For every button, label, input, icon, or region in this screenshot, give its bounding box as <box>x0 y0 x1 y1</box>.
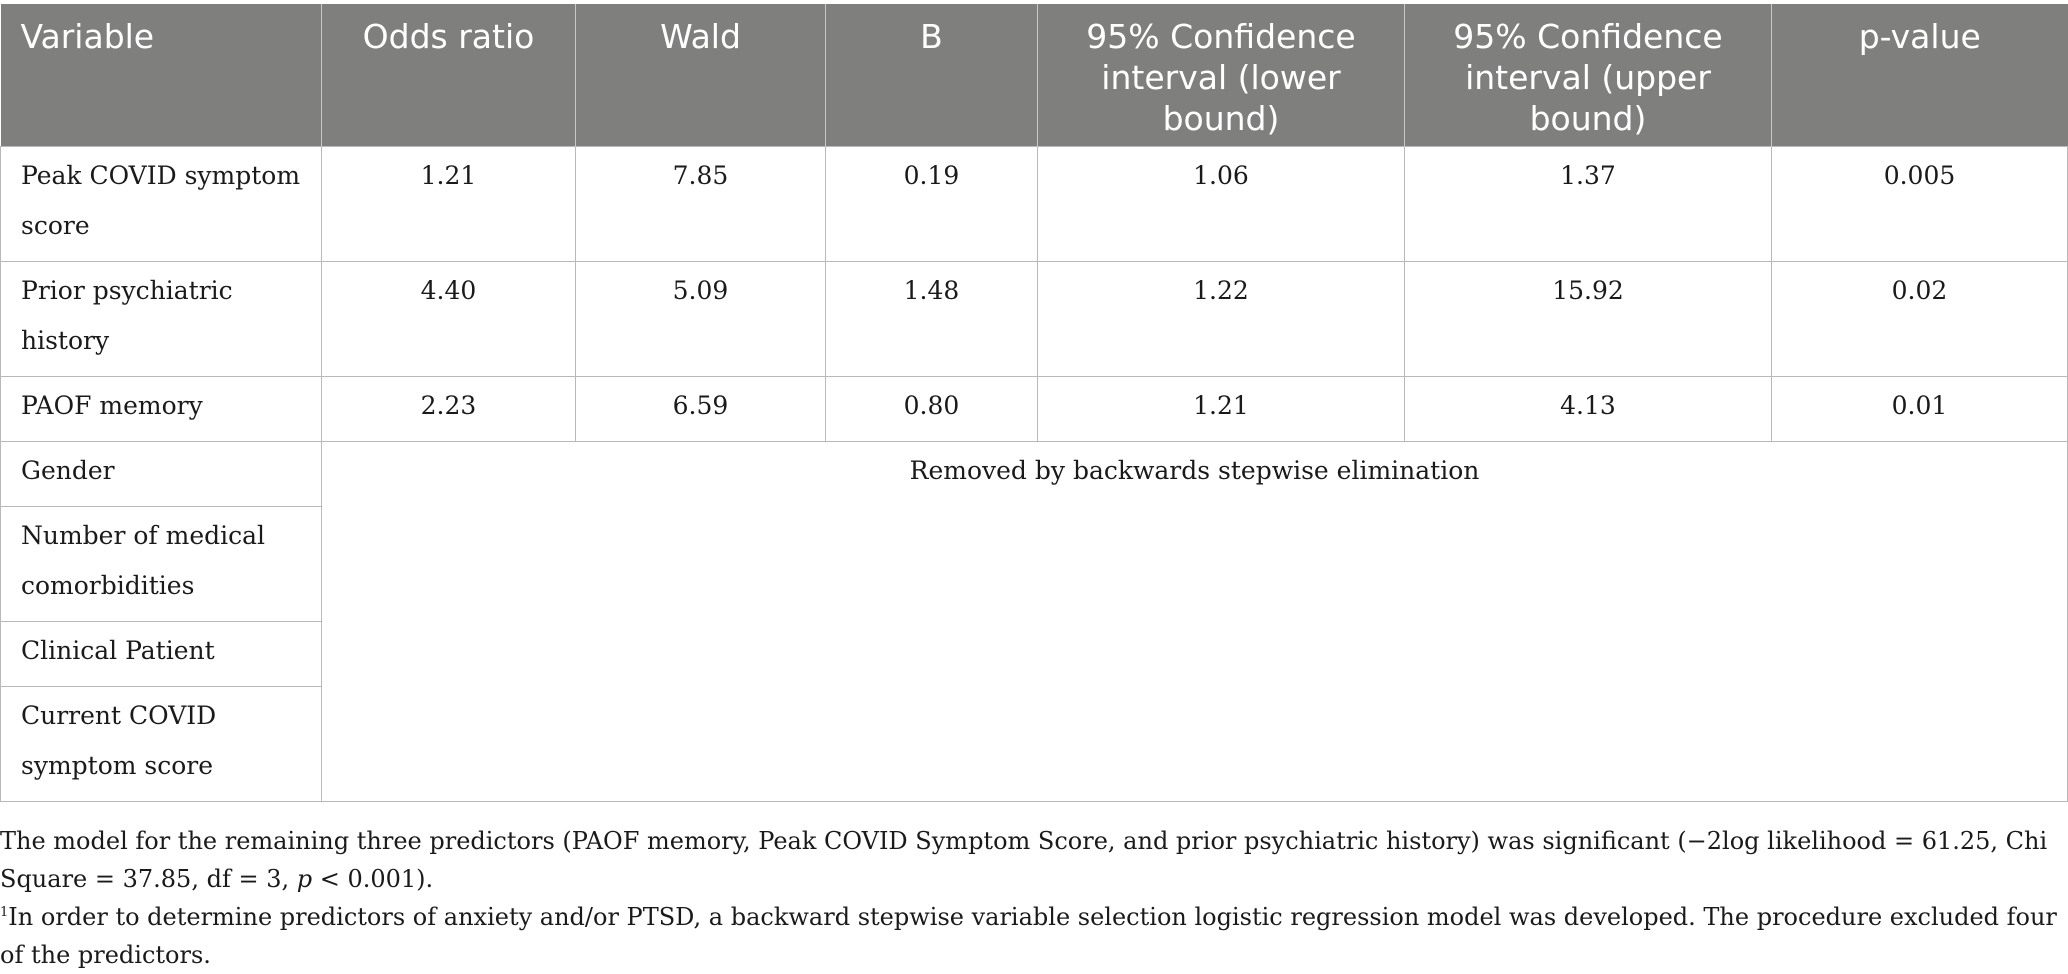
cell-odds-ratio: 4.40 <box>321 260 576 377</box>
model-note: The model for the remaining three predic… <box>0 822 2060 898</box>
header-p-value: p-value <box>1771 4 2068 146</box>
cell-b: 1.48 <box>825 260 1038 377</box>
cell-variable: Gender <box>0 440 322 507</box>
footnote-marker: 1 <box>0 905 9 920</box>
cell-ci-lower: 1.21 <box>1037 375 1405 442</box>
cell-variable: Current COVID symptom score <box>0 685 322 802</box>
cell-b: 0.19 <box>825 145 1038 262</box>
table-notes: The model for the remaining three predic… <box>0 822 2060 974</box>
cell-odds-ratio: 1.21 <box>321 145 576 262</box>
model-note-end: < 0.001). <box>312 865 434 893</box>
cell-wald: 5.09 <box>575 260 826 377</box>
removed-note: Removed by backwards stepwise eliminatio… <box>321 440 2068 802</box>
table-row: Prior psychiatric history 4.40 5.09 1.48… <box>0 260 2068 377</box>
cell-ci-upper: 15.92 <box>1404 260 1772 377</box>
cell-p-value: 0.01 <box>1771 375 2068 442</box>
table-row: Gender Removed by backwards stepwise eli… <box>0 440 2068 802</box>
cell-p-value: 0.02 <box>1771 260 2068 377</box>
table-row: Peak COVID symptom score 1.21 7.85 0.19 … <box>0 145 2068 262</box>
cell-variable: Number of medical comorbidities <box>0 505 322 622</box>
cell-wald: 6.59 <box>575 375 826 442</box>
header-wald: Wald <box>575 4 826 146</box>
cell-odds-ratio: 2.23 <box>321 375 576 442</box>
cell-ci-lower: 1.22 <box>1037 260 1405 377</box>
cell-ci-lower: 1.06 <box>1037 145 1405 262</box>
header-row: Variable Odds ratio Wald B 95% Confidenc… <box>0 4 2068 146</box>
header-ci-lower: 95% Confidence interval (lower bound) <box>1037 4 1405 146</box>
cell-ci-upper: 1.37 <box>1404 145 1772 262</box>
cell-p-value: 0.005 <box>1771 145 2068 262</box>
footnote: 1In order to determine predictors of anx… <box>0 898 2060 974</box>
model-note-text: The model for the remaining three predic… <box>0 827 2048 893</box>
regression-table: Variable Odds ratio Wald B 95% Confidenc… <box>0 4 2068 802</box>
cell-variable: Clinical Patient <box>0 620 322 687</box>
table-row: Number of medical comorbidities <box>0 505 2068 622</box>
header-ci-upper: 95% Confidence interval (upper bound) <box>1404 4 1772 146</box>
cell-wald: 7.85 <box>575 145 826 262</box>
header-odds-ratio: Odds ratio <box>321 4 576 146</box>
header-b: B <box>825 4 1038 146</box>
table-row: PAOF memory 2.23 6.59 0.80 1.21 4.13 0.0… <box>0 375 2068 442</box>
header-variable: Variable <box>0 4 322 146</box>
cell-ci-upper: 4.13 <box>1404 375 1772 442</box>
table-row: Current COVID symptom score <box>0 685 2068 802</box>
footnote-text: In order to determine predictors of anxi… <box>0 903 2057 969</box>
cell-variable: Peak COVID symptom score <box>0 145 322 262</box>
cell-variable: PAOF memory <box>0 375 322 442</box>
cell-variable: Prior psychiatric history <box>0 260 322 377</box>
cell-b: 0.80 <box>825 375 1038 442</box>
p-symbol: p <box>296 865 313 893</box>
